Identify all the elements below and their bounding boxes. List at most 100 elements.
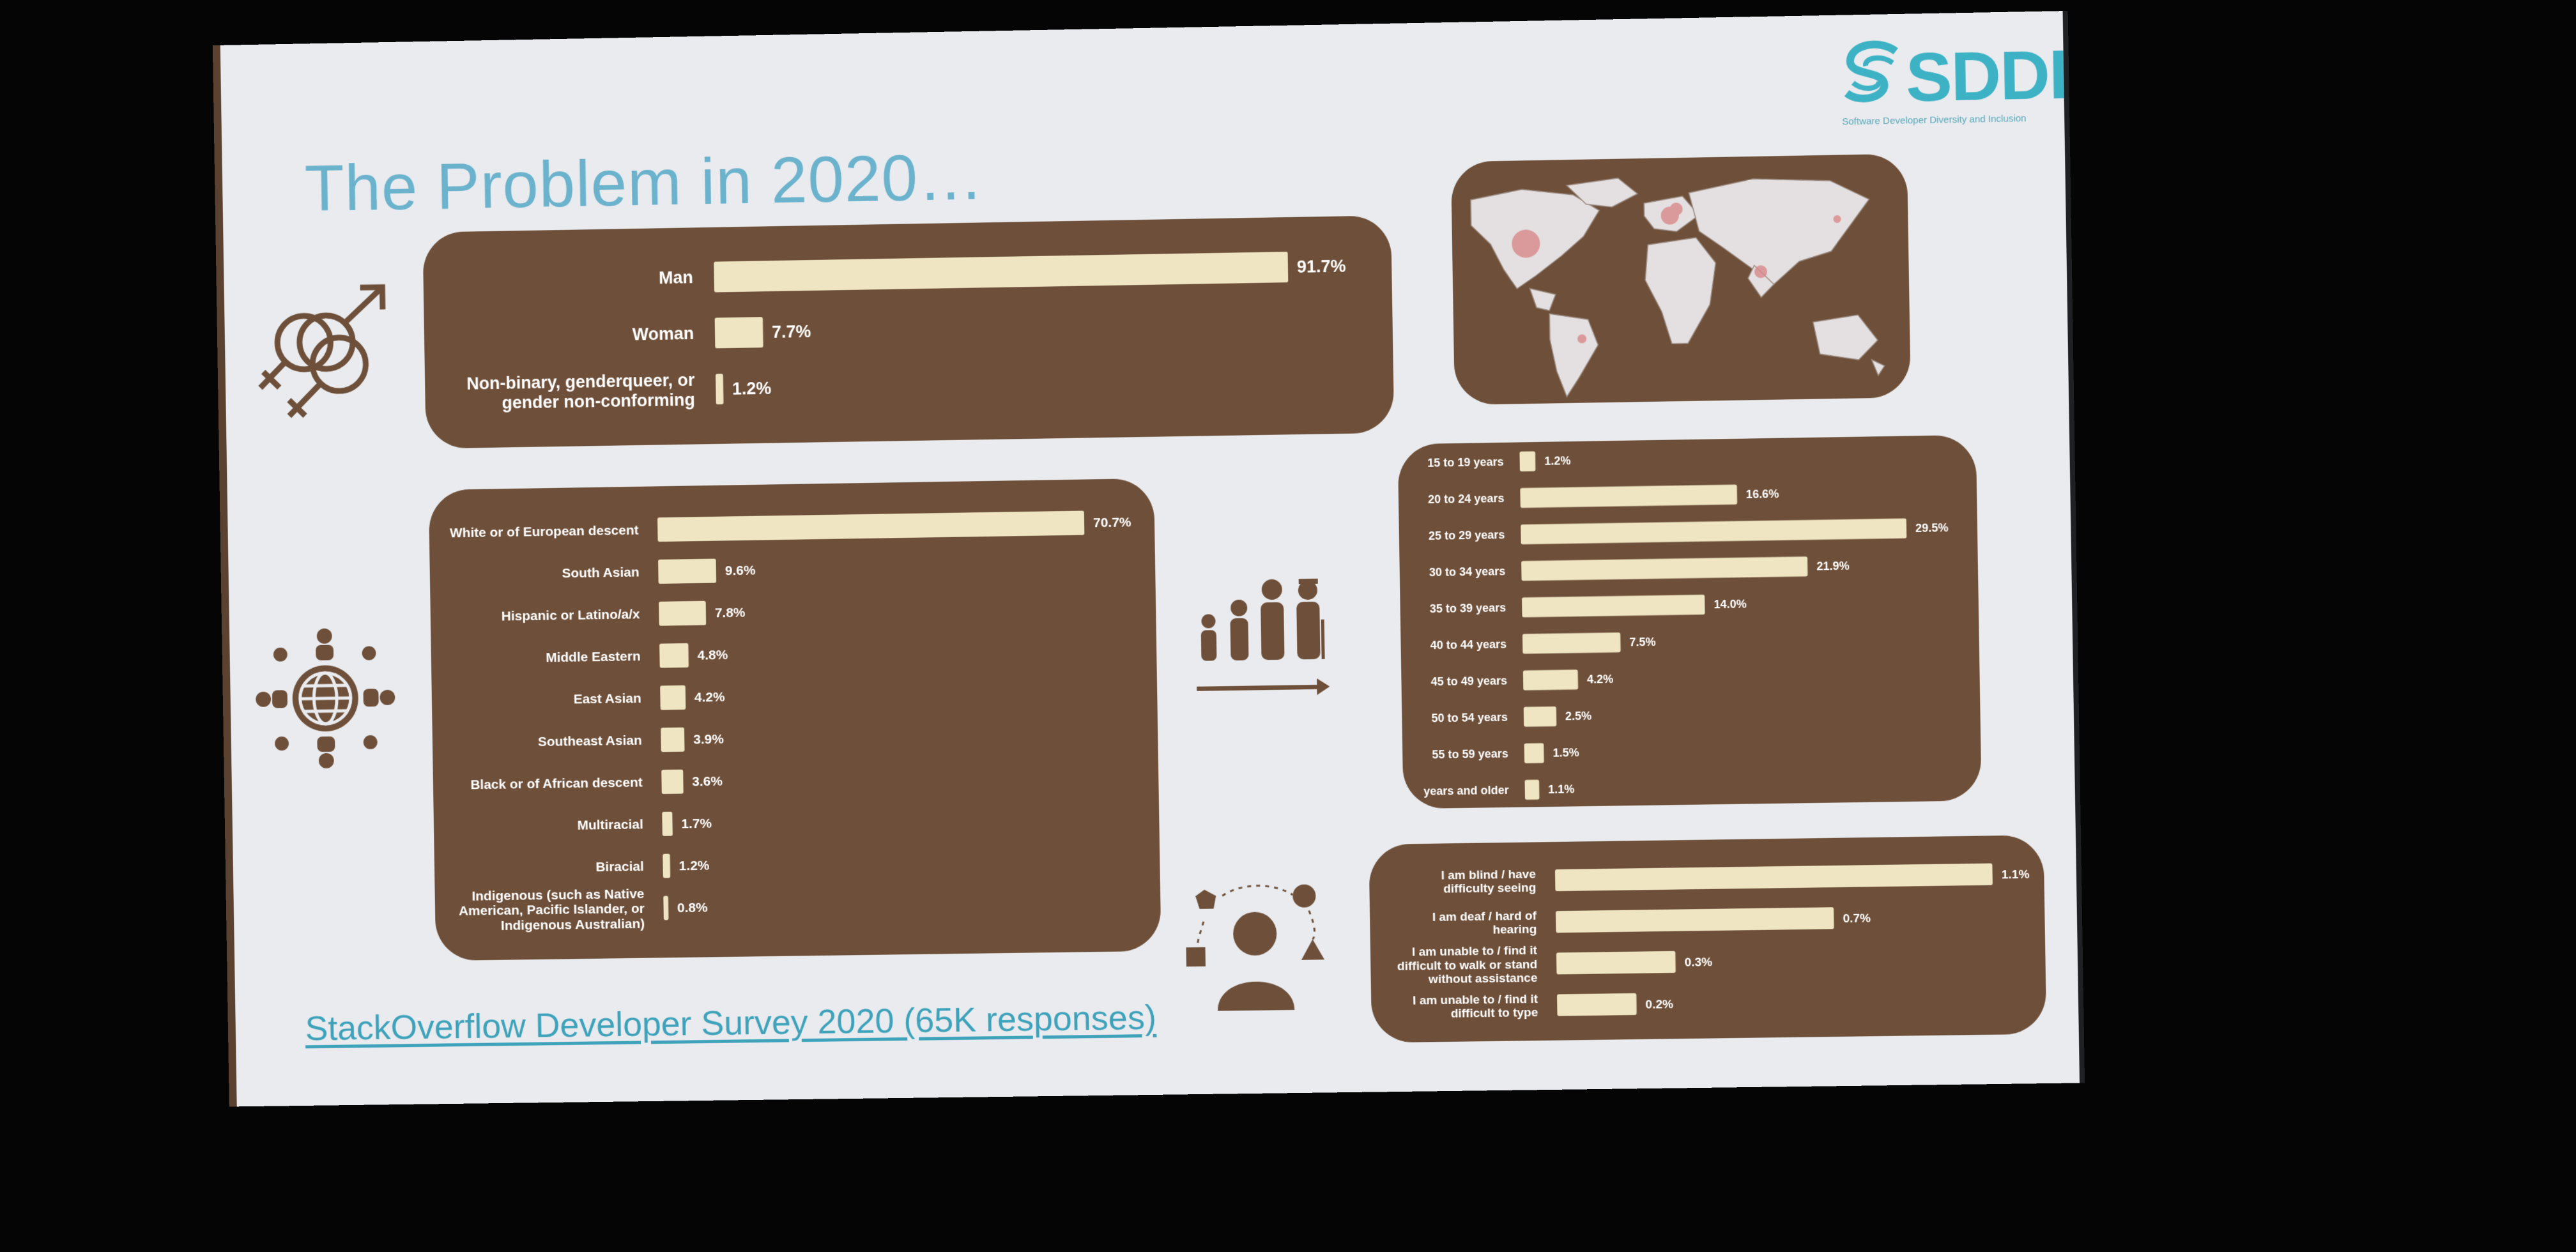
age-bar bbox=[1524, 743, 1544, 763]
ethnicity-value-label: 3.6% bbox=[692, 774, 723, 790]
ethnicity-category-label: East Asian bbox=[574, 691, 641, 707]
disability-category-label: I am unable to / find itdifficult to typ… bbox=[1413, 993, 1538, 1021]
disability-chart-panel: I am blind / havedifficulty seeing 1.1% I … bbox=[1368, 835, 2046, 1042]
gender-bar bbox=[716, 374, 723, 404]
age-bar bbox=[1524, 706, 1557, 727]
ethnicity-value-label: 3.9% bbox=[693, 732, 724, 747]
age-value-label: 29.5% bbox=[1915, 521, 1949, 535]
age-value-label: 1.2% bbox=[1544, 454, 1571, 468]
person-shapes-icon bbox=[1177, 875, 1333, 1024]
disability-value-label: 0.3% bbox=[1685, 956, 1713, 970]
age-value-label: 21.9% bbox=[1816, 560, 1850, 573]
presentation-slide: The Problem in 2020… SDDI Software Devel… bbox=[220, 11, 2080, 1106]
age-bar bbox=[1522, 632, 1621, 653]
ethnicity-category-label: Black or of African descent bbox=[470, 775, 643, 793]
ethnicity-category-label: Middle Eastern bbox=[546, 649, 641, 665]
ethnicity-value-label: 4.8% bbox=[697, 648, 728, 663]
age-category-label: 15 to 19 years bbox=[1427, 455, 1504, 470]
age-bar bbox=[1522, 595, 1705, 617]
ethnicity-bar bbox=[657, 511, 1084, 542]
disability-bar bbox=[1557, 993, 1637, 1016]
disability-category-label: I am deaf / hard ofhearing bbox=[1432, 910, 1537, 938]
age-value-label: 14.0% bbox=[1713, 598, 1747, 611]
age-value-label: 2.5% bbox=[1565, 710, 1592, 723]
age-chart-panel: 15 to 19 years 1.2% 20 to 24 years 16.6% 25 … bbox=[1398, 435, 1982, 809]
ethnicity-category-label: White or of European descent bbox=[450, 523, 639, 541]
disability-value-label: 0.2% bbox=[1645, 998, 1673, 1012]
disability-bar bbox=[1556, 907, 1834, 933]
age-category-label: 20 to 24 years bbox=[1428, 492, 1505, 506]
ethnicity-category-label: Southeast Asian bbox=[538, 733, 642, 749]
gender-category-label: Woman bbox=[632, 324, 694, 344]
ethnicity-bar bbox=[660, 685, 686, 710]
gender-bar bbox=[714, 252, 1288, 293]
ethnicity-bar-chart: White or of European descent 70.7% South A… bbox=[429, 478, 1162, 961]
ethnicity-value-label: 0.8% bbox=[677, 901, 708, 916]
age-category-label: years and older bbox=[1423, 784, 1509, 798]
ethnicity-bar bbox=[661, 770, 684, 794]
age-progression-icon bbox=[1188, 575, 1331, 705]
age-value-label: 7.5% bbox=[1629, 636, 1656, 649]
age-value-label: 16.6% bbox=[1746, 487, 1779, 501]
disability-bar bbox=[1556, 951, 1676, 975]
gender-category-label: Man bbox=[659, 268, 693, 288]
ethnicity-bar bbox=[662, 812, 673, 836]
age-bar bbox=[1523, 669, 1578, 690]
age-category-label: 40 to 44 years bbox=[1430, 638, 1507, 652]
globe-people-icon bbox=[249, 621, 403, 775]
ethnicity-bar bbox=[663, 896, 668, 920]
ethnicity-bar bbox=[661, 728, 684, 752]
slide-title: The Problem in 2020… bbox=[304, 139, 985, 226]
world-map bbox=[1451, 154, 1911, 405]
ethnicity-value-label: 9.6% bbox=[725, 563, 756, 579]
ethnicity-category-label: Biracial bbox=[595, 859, 644, 874]
gender-value-label: 91.7% bbox=[1297, 257, 1346, 277]
disability-category-label: I am blind / havedifficulty seeing bbox=[1441, 867, 1537, 896]
age-category-label: 25 to 29 years bbox=[1429, 528, 1505, 542]
ethnicity-value-label: 7.8% bbox=[715, 606, 746, 621]
age-bar bbox=[1525, 780, 1540, 800]
age-category-label: 45 to 49 years bbox=[1430, 675, 1507, 689]
gender-bar-chart: Man 91.7% Woman 7.7% Non-binary, genderqueer… bbox=[422, 215, 1394, 448]
ethnicity-category-label: Indigenous (such as NativeAmerican, Paci… bbox=[458, 887, 645, 934]
age-category-label: 50 to 54 years bbox=[1431, 711, 1508, 725]
age-value-label: 1.5% bbox=[1552, 746, 1579, 760]
ethnicity-bar bbox=[658, 559, 716, 584]
disability-bar-chart: I am blind / havedifficulty seeing 1.1% I … bbox=[1368, 835, 2046, 1042]
ethnicity-value-label: 4.2% bbox=[694, 690, 725, 705]
ethnicity-chart-panel: White or of European descent 70.7% South A… bbox=[429, 478, 1162, 961]
age-bar bbox=[1521, 556, 1807, 581]
disability-bar bbox=[1555, 864, 1993, 892]
age-bar-chart: 15 to 19 years 1.2% 20 to 24 years 16.6% 25 … bbox=[1398, 435, 1982, 809]
ethnicity-bar bbox=[659, 643, 689, 668]
ethnicity-bar bbox=[659, 601, 706, 626]
gender-chart-panel: Man 91.7% Woman 7.7% Non-binary, genderqueer… bbox=[422, 215, 1394, 448]
disability-value-label: 0.7% bbox=[1843, 912, 1871, 926]
age-category-label: 35 to 39 years bbox=[1430, 602, 1506, 616]
logo-swirl-icon bbox=[1841, 37, 1906, 109]
age-bar bbox=[1521, 519, 1906, 545]
gender-category-label: Non-binary, genderqueer, orgender non-co… bbox=[466, 370, 695, 413]
sddi-logo: SDDI Software Developer Diversity and In… bbox=[1841, 34, 2048, 135]
gender-value-label: 1.2% bbox=[732, 379, 772, 399]
gender-value-label: 7.7% bbox=[772, 322, 811, 342]
ethnicity-value-label: 1.2% bbox=[679, 859, 710, 874]
source-link[interactable]: StackOverflow Developer Survey 2020 (65K… bbox=[305, 998, 1156, 1048]
gender-symbols-icon bbox=[249, 280, 404, 436]
disability-category-label: I am unable to / find itdifficult to wal… bbox=[1397, 944, 1538, 987]
ethnicity-category-label: Multiracial bbox=[577, 818, 643, 833]
age-bar bbox=[1519, 452, 1535, 471]
age-category-label: 55 to 59 years bbox=[1432, 747, 1508, 761]
ethnicity-category-label: South Asian bbox=[562, 565, 639, 581]
ethnicity-value-label: 1.7% bbox=[681, 816, 712, 832]
ethnicity-category-label: Hispanic or Latino/a/x bbox=[502, 607, 640, 624]
ethnicity-bar bbox=[663, 854, 670, 878]
ethnicity-value-label: 70.7% bbox=[1093, 515, 1131, 531]
logo-text: SDDI bbox=[1905, 34, 2067, 117]
age-category-label: 30 to 34 years bbox=[1429, 565, 1506, 579]
disability-value-label: 1.1% bbox=[2002, 867, 2030, 882]
age-value-label: 4.2% bbox=[1587, 673, 1614, 686]
logo-subtitle: Software Developer Diversity and Inclusi… bbox=[1842, 112, 2048, 127]
age-value-label: 1.1% bbox=[1548, 783, 1575, 797]
gender-bar bbox=[715, 317, 763, 348]
